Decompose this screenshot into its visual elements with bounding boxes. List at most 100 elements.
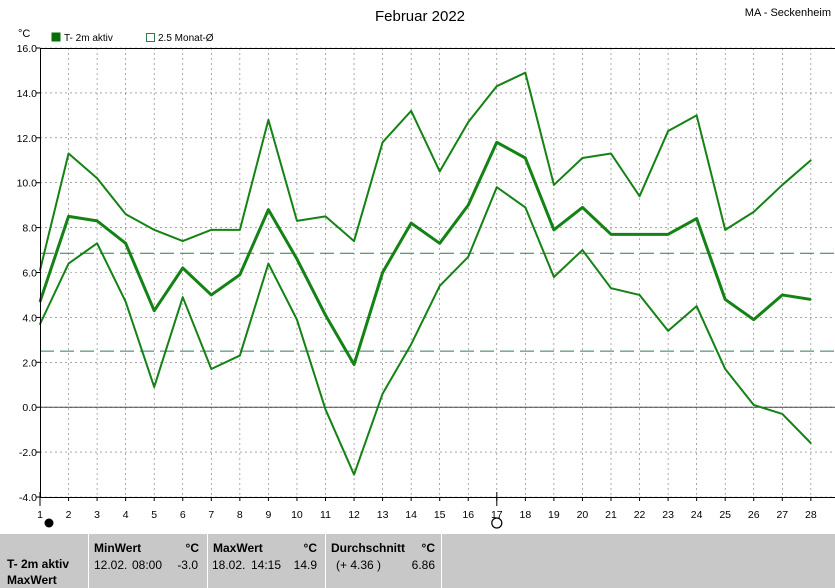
x-tick-label: 8 [237, 509, 243, 521]
x-tick-label: 11 [320, 509, 331, 521]
data-point-mean [724, 298, 726, 301]
data-point-min [239, 354, 241, 357]
data-point-max [67, 152, 70, 155]
reference-lines [40, 252, 835, 352]
data-point-max [210, 229, 213, 231]
x-tick-label: 4 [123, 509, 129, 521]
data-point-mean [381, 271, 384, 274]
data-point-max [296, 220, 298, 222]
data-point-max [695, 114, 698, 117]
legend-swatch-current [51, 32, 61, 42]
data-point-min [296, 318, 298, 321]
temperature-chart: Februar 2022 MA - Seckenheim °C T- 2m ak… [17, 7, 835, 529]
x-tick-label: 9 [265, 509, 271, 521]
x-tick-label: 6 [180, 509, 186, 521]
data-point-max [724, 229, 726, 231]
data-point-mean [467, 204, 470, 206]
data-point-max [410, 110, 412, 112]
data-point-max [667, 130, 669, 132]
data-point-max [181, 240, 184, 242]
data-point-mean [267, 208, 270, 211]
data-point-mean [752, 318, 755, 321]
legend-label-current: T- 2m aktiv [64, 33, 113, 44]
data-point-max [524, 71, 527, 74]
data-point-max [124, 213, 127, 215]
data-point-min [467, 255, 470, 258]
x-tick-label: 26 [748, 509, 760, 521]
data-point-mean [695, 217, 698, 220]
data-point-mean [496, 141, 498, 144]
x-tick-label: 1 [37, 509, 43, 521]
data-point-min [781, 413, 784, 415]
data-point-mean [324, 314, 327, 316]
max-value: 14.9 [293, 558, 317, 572]
y-tick-label: 8.0 [22, 223, 37, 235]
x-tick-label: 3 [94, 509, 100, 521]
x-tick-label: 24 [691, 509, 703, 521]
y-tick-label: 4.0 [22, 312, 37, 324]
data-point-max [353, 240, 355, 242]
data-point-max [581, 157, 584, 159]
data-point-min [667, 330, 669, 332]
x-tick-label: 25 [719, 509, 731, 521]
data-point-min [610, 287, 612, 290]
series-line-mean [38, 140, 812, 367]
data-point-mean [353, 363, 355, 366]
y-tick-label: 6.0 [22, 268, 37, 280]
x-tick-label: 2 [66, 509, 72, 521]
data-point-min [581, 249, 584, 251]
stats-max-cell: MaxWert °C 18.02. 14:15 14.9 [208, 534, 325, 588]
data-point-max [438, 170, 441, 173]
x-tick-label: 27 [776, 509, 788, 521]
avg-deviation: (+ 4.36 ) [336, 558, 382, 572]
marker-open-circle [491, 517, 503, 529]
series-line-max [39, 71, 812, 271]
y-tick-label: 0.0 [22, 402, 37, 414]
y-tick-label: 2.0 [22, 357, 37, 369]
data-point-mean [410, 222, 412, 224]
data-point-mean [638, 233, 641, 236]
min-label: MinWert [94, 541, 142, 555]
data-point-min [438, 285, 441, 287]
data-point-min [524, 206, 527, 209]
plot-frame [40, 48, 835, 498]
series-lines [38, 71, 812, 476]
x-tick-label: 19 [548, 509, 560, 521]
data-point-max [752, 211, 755, 213]
y-tick-label: -4.0 [19, 492, 37, 504]
avg-label: Durchschnitt [331, 541, 406, 555]
max-date: 18.02. [212, 558, 246, 572]
min-unit: °C [185, 541, 199, 555]
data-point-mean [124, 242, 127, 245]
x-tick-label: 13 [377, 509, 389, 521]
stats-series-label: T- 2m aktiv [7, 557, 70, 571]
data-point-min [410, 343, 412, 346]
data-point-max [324, 215, 327, 218]
data-point-min [267, 262, 270, 265]
data-point-mean [239, 273, 241, 276]
stats-empty-cell [442, 534, 835, 588]
x-tick-label: 15 [434, 509, 446, 521]
data-point-min [695, 305, 698, 307]
station-name: MA - Seckenheim [745, 7, 831, 19]
data-point-min [181, 296, 184, 298]
data-point-min [810, 442, 812, 444]
x-tick-label: 12 [348, 509, 360, 521]
stats-series-cell: T- 2m aktiv MaxWert [0, 534, 88, 588]
axis-markers [39, 492, 503, 529]
min-date: 12.02. [94, 558, 128, 572]
y-tick-label: 12.0 [17, 133, 38, 145]
max-unit: °C [303, 541, 317, 555]
legend-label-average: 2.5 Monat-Ø [158, 33, 214, 44]
data-point-max [638, 195, 641, 197]
data-point-min [96, 242, 98, 245]
data-point-max [381, 141, 384, 144]
data-point-max [553, 184, 555, 186]
data-point-min [67, 262, 70, 265]
data-point-min [381, 392, 384, 395]
stats-min-cell: MinWert °C 12.02. 08:00 -3.0 [89, 534, 207, 588]
data-point-min [210, 368, 213, 370]
data-point-mean [210, 294, 213, 296]
data-point-mean [581, 206, 584, 209]
data-point-max [810, 159, 812, 162]
